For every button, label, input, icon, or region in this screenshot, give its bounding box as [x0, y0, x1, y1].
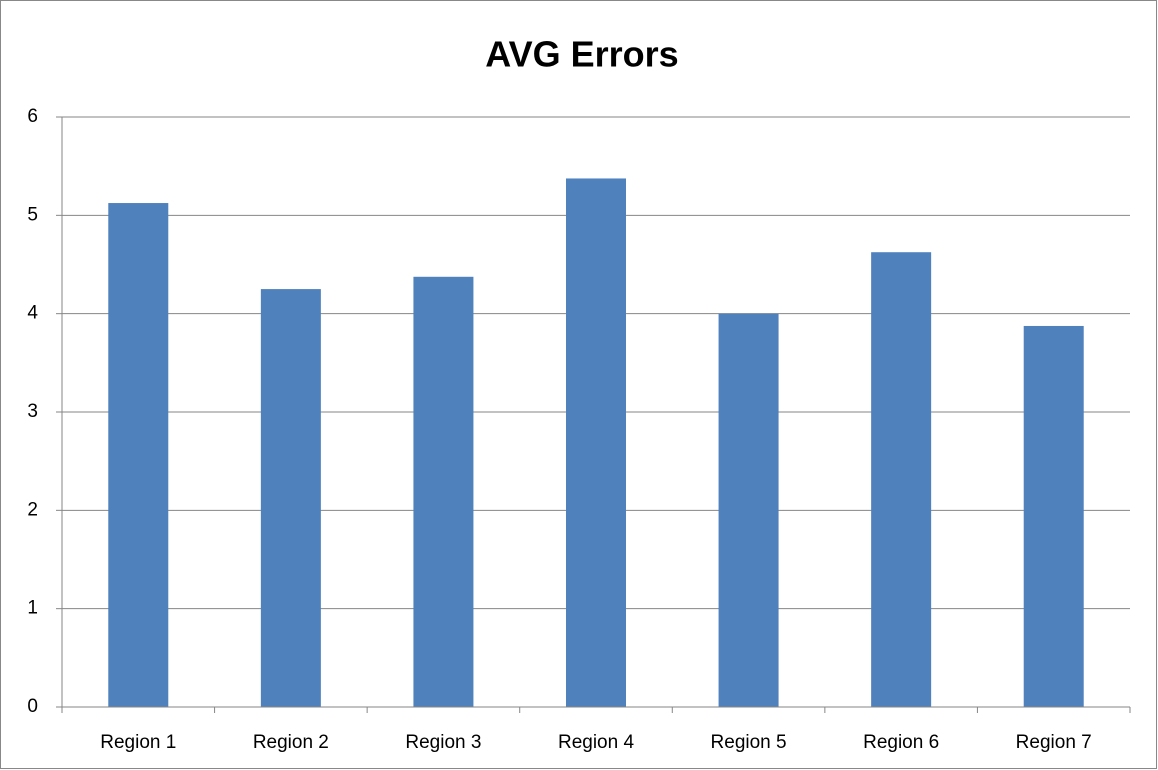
x-tick-label: Region 7 [1016, 732, 1092, 753]
x-tick-label: Region 5 [711, 732, 787, 753]
x-tick-label: Region 6 [863, 732, 939, 753]
chart-title: AVG Errors [485, 34, 678, 75]
y-tick-label: 0 [27, 696, 38, 717]
bar [260, 289, 321, 707]
x-tick-label: Region 1 [100, 732, 176, 753]
x-tick-label: Region 2 [253, 732, 329, 753]
y-tick-label: 3 [27, 401, 38, 422]
x-tick-label: Region 4 [558, 732, 634, 753]
bar [413, 276, 474, 707]
bar [566, 178, 626, 708]
y-tick-label: 1 [27, 598, 38, 619]
bar [1023, 325, 1084, 707]
y-tick-label: 2 [27, 499, 38, 520]
bar [871, 252, 932, 708]
x-tick-label: Region 3 [405, 732, 481, 753]
y-tick-label: 6 [27, 106, 38, 127]
y-tick-label: 5 [27, 204, 38, 225]
bar [108, 203, 169, 707]
bar [718, 313, 779, 707]
y-tick-label: 4 [27, 303, 38, 324]
